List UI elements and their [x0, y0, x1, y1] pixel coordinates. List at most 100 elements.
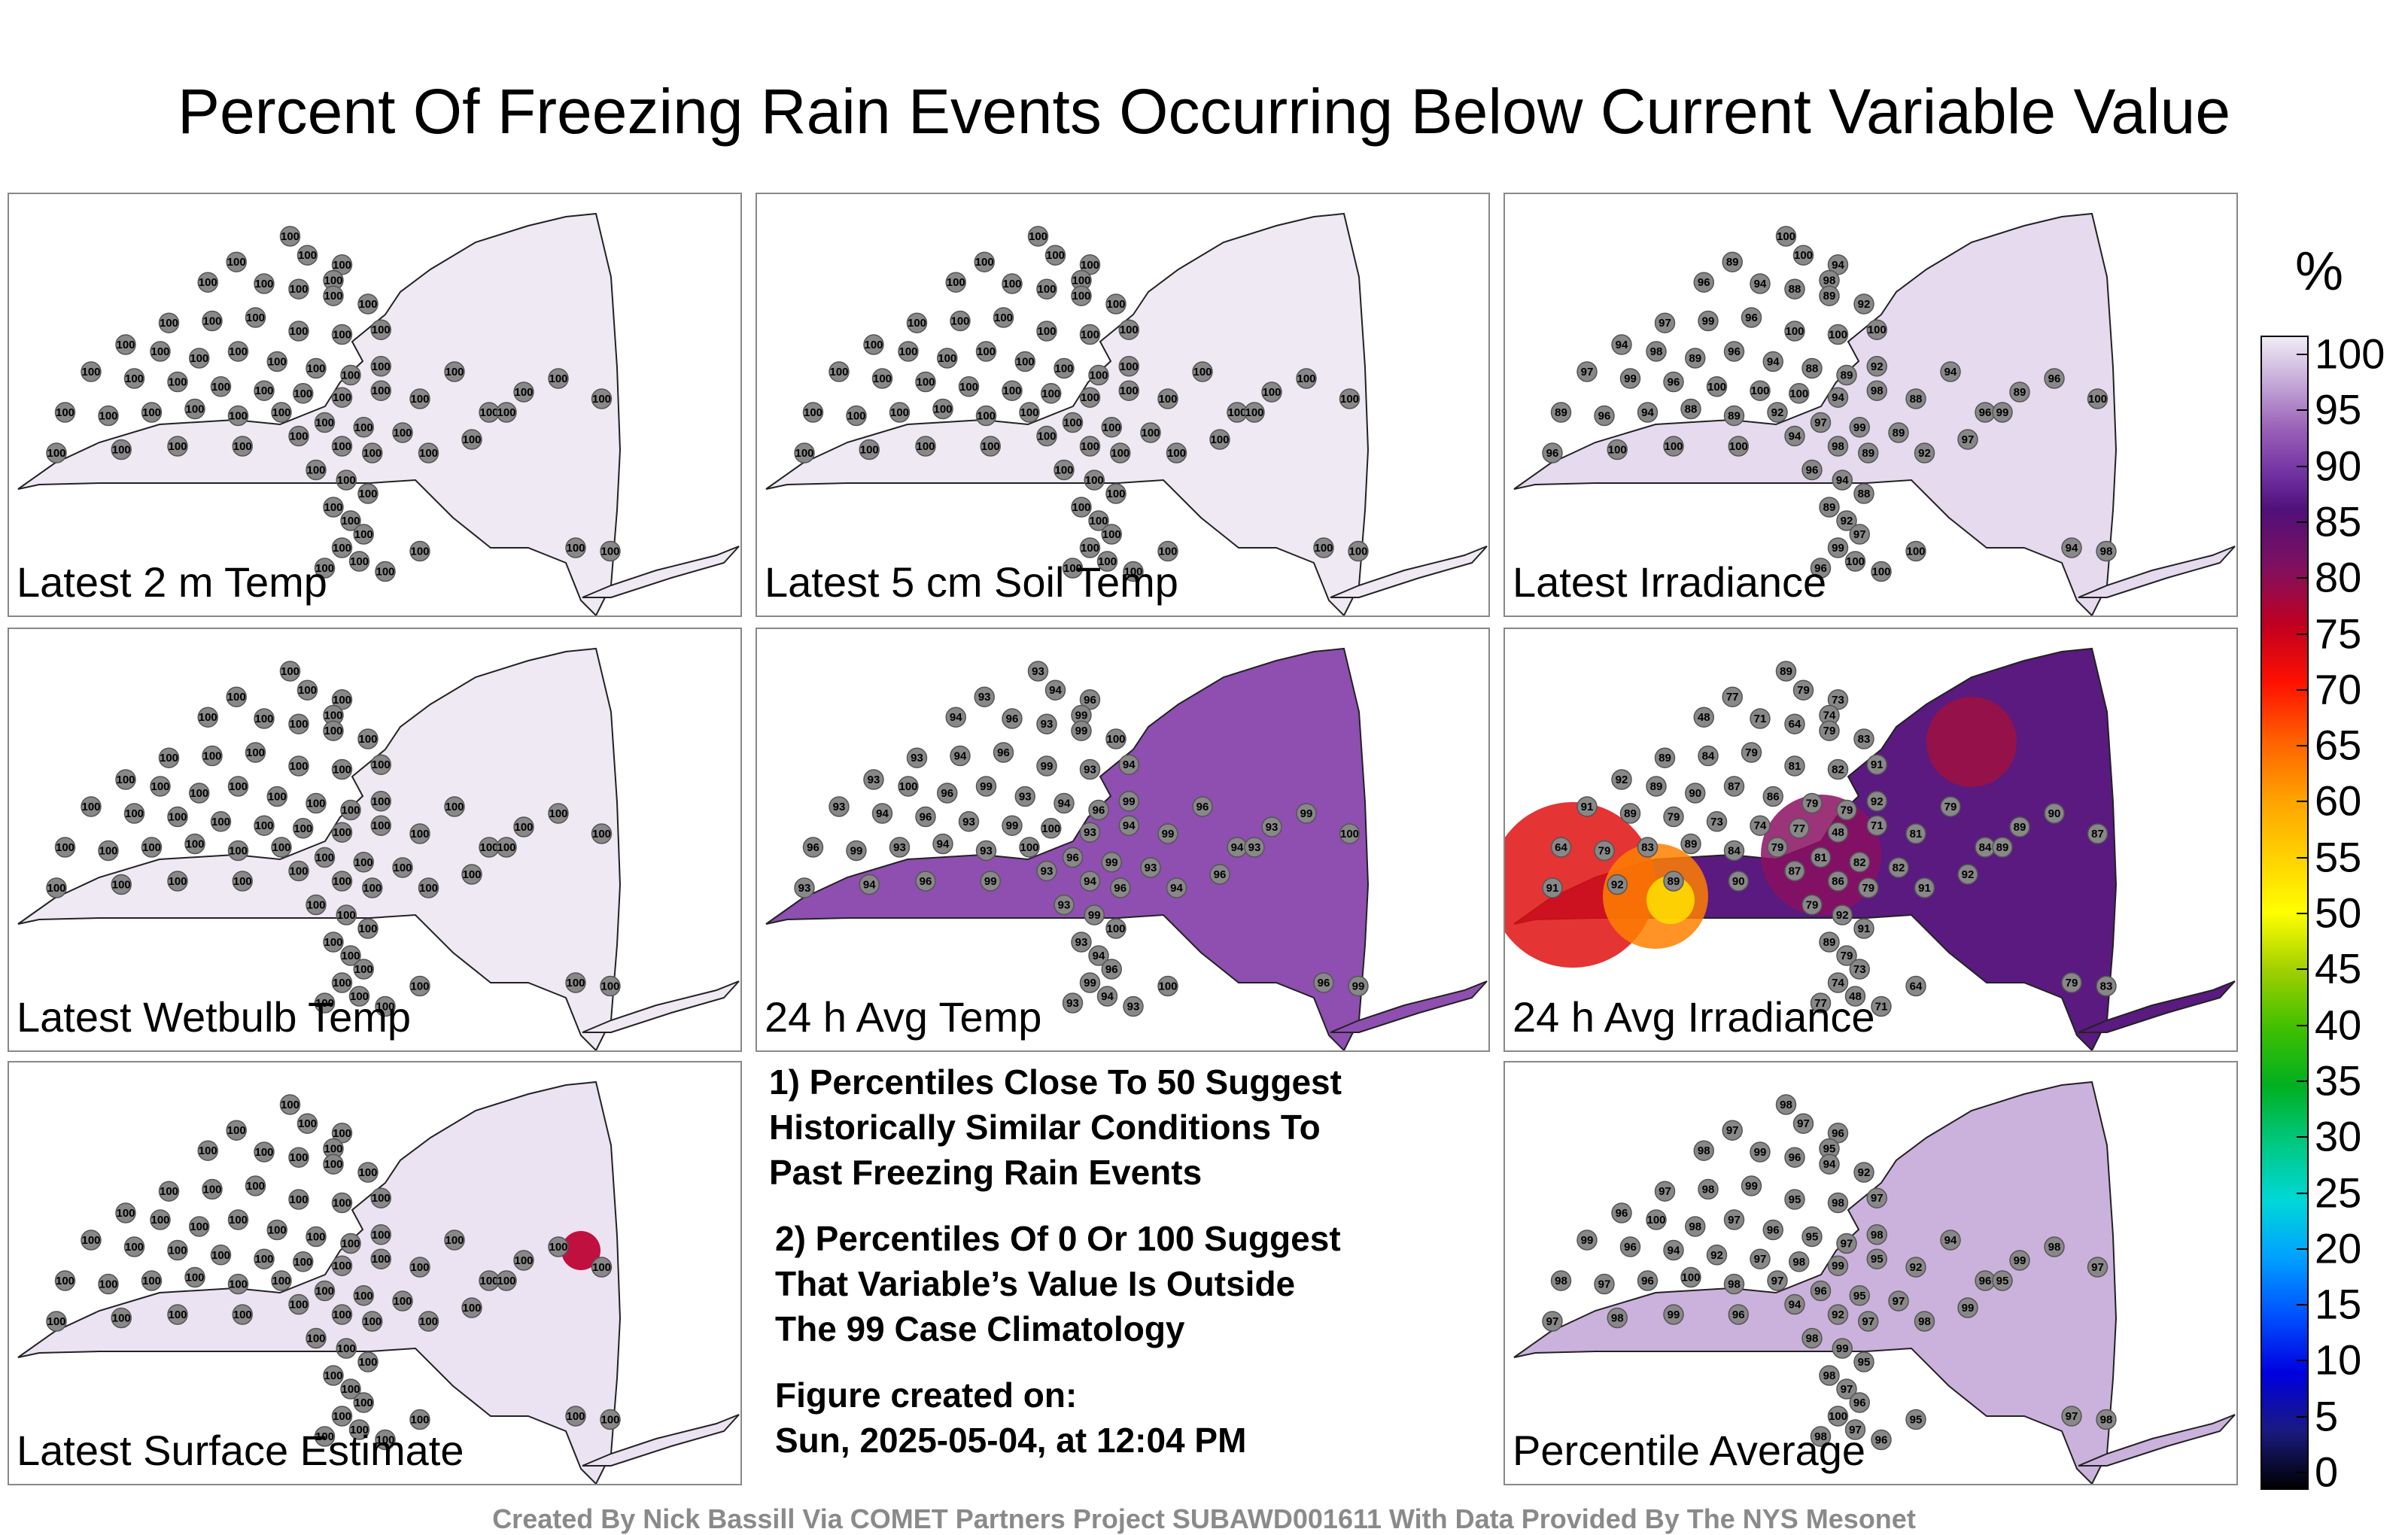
station-marker: 100 [81, 1230, 102, 1251]
svg-text:100: 100 [293, 822, 312, 835]
station-marker: 100 [975, 341, 997, 362]
svg-text:100: 100 [375, 1434, 394, 1447]
station-marker: 100 [288, 1147, 309, 1168]
station-marker: 100 [293, 383, 314, 404]
station-marker: 100 [306, 1226, 327, 1248]
station-marker: 96 [1619, 1236, 1641, 1257]
station-marker: 87 [1723, 776, 1745, 797]
svg-text:93: 93 [1084, 764, 1096, 777]
station-marker: 99 [846, 840, 867, 862]
station-marker: 100 [375, 1429, 396, 1451]
svg-text:100: 100 [315, 1430, 334, 1443]
station-marker: 100 [226, 686, 247, 707]
svg-text:71: 71 [1754, 713, 1767, 725]
svg-text:79: 79 [1841, 804, 1853, 817]
svg-text:81: 81 [1789, 760, 1801, 773]
station-marker: 100 [46, 442, 67, 464]
station-marker: 100 [167, 1239, 188, 1261]
svg-text:100: 100 [908, 317, 926, 330]
svg-text:97: 97 [1598, 1278, 1611, 1291]
svg-text:100: 100 [350, 990, 369, 1003]
svg-text:100: 100 [337, 474, 356, 487]
station-marker: 100 [444, 796, 465, 817]
svg-text:100: 100 [898, 780, 917, 793]
station-marker: 93 [1036, 860, 1057, 882]
station-marker: 100 [271, 402, 292, 423]
svg-text:96: 96 [1006, 713, 1019, 725]
svg-text:77: 77 [1792, 822, 1805, 835]
station-marker: 92 [1706, 1245, 1728, 1266]
svg-text:100: 100 [333, 1309, 351, 1321]
svg-text:100: 100 [358, 923, 377, 935]
station-marker: 100 [202, 745, 223, 767]
station-marker: 94 [945, 707, 966, 728]
colorbar-tick-mark [2297, 465, 2309, 467]
station-marker: 79 [1836, 799, 1857, 821]
station-marker: 94 [1784, 425, 1805, 447]
svg-text:99: 99 [2014, 1254, 2026, 1267]
svg-text:100: 100 [333, 1197, 351, 1210]
svg-text:100: 100 [1020, 406, 1038, 419]
svg-text:100: 100 [229, 780, 248, 793]
station-marker: 100 [1209, 429, 1230, 450]
station-marker: 97 [1792, 1113, 1814, 1134]
station-marker: 97 [1767, 1270, 1788, 1291]
station-marker: 100 [288, 278, 309, 299]
svg-text:100: 100 [1081, 440, 1099, 453]
svg-text:92: 92 [1841, 515, 1853, 527]
station-marker: 100 [802, 402, 824, 423]
svg-text:100: 100 [1041, 822, 1060, 835]
svg-text:99: 99 [1702, 315, 1715, 328]
station-marker: 100 [1105, 728, 1126, 749]
svg-text:100: 100 [479, 406, 498, 419]
svg-text:100: 100 [938, 352, 956, 365]
station-marker: 89 [1723, 405, 1745, 427]
station-marker: 100 [293, 1251, 314, 1272]
svg-text:100: 100 [1081, 259, 1099, 272]
svg-text:92: 92 [1832, 1309, 1844, 1321]
svg-text:100: 100 [306, 464, 325, 477]
svg-text:100: 100 [202, 1184, 221, 1196]
station-marker: 48 [1827, 822, 1849, 843]
station-marker: 100 [227, 840, 249, 862]
svg-text:93: 93 [980, 845, 993, 858]
svg-text:100: 100 [1167, 447, 1186, 460]
svg-text:90: 90 [2048, 807, 2061, 820]
svg-text:100: 100 [1120, 324, 1139, 336]
svg-text:100: 100 [1089, 369, 1108, 382]
station-marker: 100 [331, 1192, 353, 1214]
station-marker: 100 [279, 1094, 301, 1115]
svg-text:100: 100 [190, 787, 208, 800]
station-marker: 93 [1123, 995, 1144, 1017]
station-marker: 100 [288, 860, 309, 882]
svg-text:98: 98 [1611, 1312, 1624, 1325]
station-marker: 100 [1088, 510, 1109, 531]
svg-text:100: 100 [354, 421, 373, 434]
station-marker: 100 [2087, 388, 2109, 409]
svg-text:100: 100 [293, 388, 312, 400]
svg-text:83: 83 [1641, 841, 1654, 854]
station-marker: 100 [353, 1392, 374, 1413]
svg-text:100: 100 [333, 440, 351, 453]
svg-text:100: 100 [864, 339, 883, 351]
station-marker: 96 [1801, 459, 1823, 481]
station-marker: 96 [1810, 1280, 1832, 1302]
svg-text:100: 100 [600, 980, 619, 993]
station-marker: 100 [1157, 540, 1178, 562]
svg-text:99: 99 [984, 875, 997, 888]
svg-text:100: 100 [873, 372, 892, 385]
station-marker: 100 [323, 1365, 344, 1386]
svg-text:100: 100 [1608, 444, 1627, 457]
svg-text:96: 96 [807, 841, 819, 854]
svg-text:91: 91 [1546, 882, 1559, 895]
svg-text:100: 100 [358, 733, 377, 746]
svg-text:94: 94 [1944, 1234, 1957, 1247]
station-marker: 99 [1832, 1338, 1853, 1359]
station-marker: 100 [889, 402, 911, 423]
station-marker: 100 [1105, 293, 1126, 315]
station-marker: 96 [1637, 1270, 1659, 1291]
station-marker: 100 [141, 837, 163, 858]
svg-text:91: 91 [1871, 758, 1884, 771]
svg-text:98: 98 [2100, 1414, 2113, 1427]
